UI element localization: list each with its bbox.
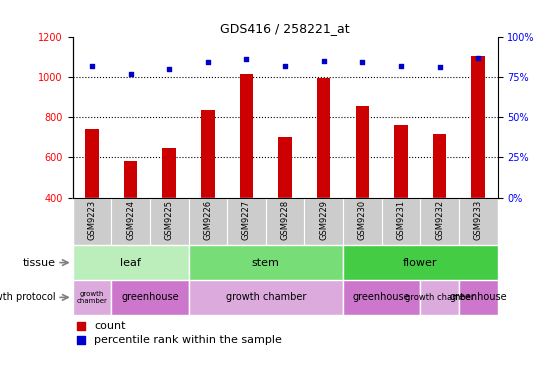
Text: GSM9229: GSM9229 [319,200,328,240]
Point [77,337,86,343]
Point [396,63,405,68]
Point [126,71,135,76]
Text: greenhouse: greenhouse [121,292,179,302]
Text: tissue: tissue [22,258,55,268]
Text: GSM9225: GSM9225 [165,200,174,240]
Point [165,66,174,72]
Bar [343,245,498,280]
Text: stem: stem [252,258,280,268]
Point [77,323,86,329]
Point [319,58,328,64]
Bar [420,198,459,245]
Text: GSM9232: GSM9232 [435,200,444,240]
Text: growth chamber: growth chamber [405,293,474,302]
Bar [188,280,343,315]
Bar [420,280,459,315]
Text: GSM9223: GSM9223 [87,200,97,240]
Bar [85,129,99,198]
Text: count: count [94,321,125,331]
Bar [459,198,498,245]
Bar [343,280,420,315]
Text: flower: flower [403,258,438,268]
Text: growth chamber: growth chamber [226,292,306,302]
Bar [356,106,369,198]
Point [435,64,444,70]
Bar [433,134,446,198]
Text: GSM9230: GSM9230 [358,200,367,240]
Point [281,63,290,68]
Text: GSM9227: GSM9227 [242,200,251,240]
Bar [201,110,215,198]
Bar [73,280,111,315]
Text: GSM9233: GSM9233 [473,200,483,240]
Point [473,55,482,60]
Bar [382,198,420,245]
Bar [111,198,150,245]
Point [88,63,97,68]
Point [203,59,212,65]
Title: GDS416 / 258221_at: GDS416 / 258221_at [220,22,350,36]
Text: GSM9228: GSM9228 [281,200,290,240]
Bar [150,198,188,245]
Bar [73,198,111,245]
Point [242,56,251,62]
Bar [471,56,485,198]
Point [358,59,367,65]
Text: growth protocol: growth protocol [0,292,55,302]
Text: GSM9224: GSM9224 [126,200,135,240]
Bar [111,280,188,315]
Bar [124,161,138,198]
Bar [73,245,188,280]
Bar [163,148,176,198]
Text: leaf: leaf [120,258,141,268]
Bar [343,198,382,245]
Text: GSM9231: GSM9231 [396,200,405,240]
Text: greenhouse: greenhouse [449,292,507,302]
Bar [459,280,498,315]
Bar [240,74,253,198]
Bar [188,245,343,280]
Bar [317,78,330,198]
Bar [305,198,343,245]
Bar [188,198,227,245]
Text: percentile rank within the sample: percentile rank within the sample [94,335,282,346]
Bar [227,198,266,245]
Bar [394,125,408,198]
Bar [266,198,305,245]
Text: GSM9226: GSM9226 [203,200,212,240]
Bar [278,137,292,198]
Text: growth
chamber: growth chamber [77,291,107,304]
Text: greenhouse: greenhouse [353,292,410,302]
